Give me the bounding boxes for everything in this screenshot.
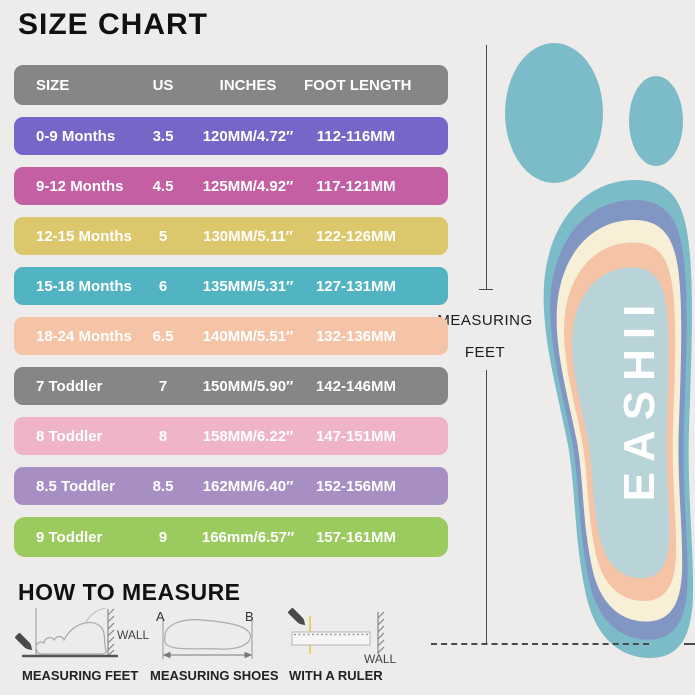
- cell-us: 9: [158, 528, 168, 546]
- cell-foot-length: 112-116MM: [316, 127, 396, 145]
- small-toe-shape: [629, 76, 683, 166]
- big-toe-shape: [505, 43, 603, 183]
- table-row: 0-9 Months 3.5 120MM/4.72″ 112-116MM: [14, 117, 448, 155]
- measuring-baseline-dashed: [431, 643, 649, 645]
- pencil-icon: [288, 608, 306, 626]
- cell-inches: 130MM/5.11″: [203, 227, 293, 245]
- table-row: 7 Toddler 7 150MM/5.90″ 142-146MM: [14, 367, 448, 405]
- how-to-measure-title: HOW TO MEASURE: [18, 579, 241, 605]
- measuring-guide-line-upper: [486, 45, 487, 289]
- wall-hatch: [377, 611, 385, 654]
- cell-size: 12-15 Months: [36, 227, 132, 245]
- cell-us: 8.5: [152, 477, 174, 495]
- caption-measuring-feet: MEASURING FEET: [22, 668, 139, 683]
- cell-foot-length: 152-156MM: [315, 477, 397, 495]
- cell-foot-length: 132-136MM: [315, 327, 397, 345]
- table-header-row: SIZE US INCHES FOOT LENGTH: [14, 65, 448, 105]
- header-size: SIZE: [36, 76, 70, 94]
- table-row: 15-18 Months 6 135MM/5.31″ 127-131MM: [14, 267, 448, 305]
- caption-with-a-ruler: WITH A RULER: [289, 668, 383, 683]
- point-b-label: B: [245, 609, 254, 624]
- brand-logo-vertical: EASHII: [615, 294, 664, 502]
- pencil-icon: [15, 633, 33, 651]
- table-row: 8 Toddler 8 158MM/6.22″ 147-151MM: [14, 417, 448, 455]
- measuring-baseline-dashed-edge: [684, 643, 695, 645]
- cell-inches: 162MM/6.40″: [202, 477, 294, 495]
- measuring-guide-tick: [479, 289, 493, 290]
- cell-foot-length: 127-131MM: [315, 277, 397, 295]
- with-a-ruler-diagram: [288, 608, 385, 654]
- cell-us: 6: [158, 277, 168, 295]
- measuring-feet-diagram: [15, 607, 118, 658]
- table-row: 8.5 Toddler 8.5 162MM/6.40″ 152-156MM: [14, 467, 448, 505]
- size-table: SIZE US INCHES FOOT LENGTH 0-9 Months 3.…: [14, 65, 448, 557]
- shoe-outline: [164, 619, 252, 650]
- cell-us: 8: [158, 427, 168, 445]
- table-row: 12-15 Months 5 130MM/5.11″ 122-126MM: [14, 217, 448, 255]
- ruler-shape: [291, 631, 371, 646]
- cell-us: 4.5: [152, 177, 174, 195]
- measuring-feet-label-line1: MEASURING: [437, 312, 533, 329]
- cell-size: 8 Toddler: [36, 427, 103, 445]
- cell-foot-length: 142-146MM: [315, 377, 397, 395]
- cell-size: 8.5 Toddler: [36, 477, 115, 495]
- cell-size: 9-12 Months: [36, 177, 124, 195]
- cell-size: 7 Toddler: [36, 377, 103, 395]
- cell-foot-length: 157-161MM: [315, 528, 397, 546]
- cell-foot-length: 122-126MM: [315, 227, 397, 245]
- table-row: 9-12 Months 4.5 125MM/4.92″ 117-121MM: [14, 167, 448, 205]
- cell-us: 5: [158, 227, 168, 245]
- measuring-feet-label-line2: FEET: [464, 344, 506, 361]
- wall-label-2: WALL: [364, 652, 397, 666]
- wall-hatch: [107, 608, 115, 657]
- header-foot-length: FOOT LENGTH: [304, 76, 412, 94]
- cell-inches: 120MM/4.72″: [202, 127, 294, 145]
- point-a-label: A: [156, 609, 165, 624]
- cell-us: 6.5: [152, 327, 174, 345]
- cell-us: 3.5: [152, 127, 174, 145]
- table-row: 18-24 Months 6.5 140MM/5.51″ 132-136MM: [14, 317, 448, 355]
- caption-measuring-shoes: MEASURING SHOES: [150, 668, 279, 683]
- cell-inches: 150MM/5.90″: [202, 377, 294, 395]
- page-title: SIZE CHART: [18, 8, 208, 41]
- measuring-guide-line-lower: [486, 370, 487, 643]
- foot-outline: [35, 621, 107, 655]
- cell-size: 0-9 Months: [36, 127, 116, 145]
- cell-inches: 140MM/5.51″: [202, 327, 294, 345]
- header-inches: INCHES: [219, 76, 277, 94]
- cell-inches: 166mm/6.57″: [201, 528, 295, 546]
- cell-size: 15-18 Months: [36, 277, 132, 295]
- cell-foot-length: 117-121MM: [316, 177, 396, 195]
- table-row: 9 Toddler 9 166mm/6.57″ 157-161MM: [14, 517, 448, 557]
- header-us: US: [152, 76, 174, 94]
- wall-label-1: WALL: [117, 628, 150, 642]
- cell-inches: 135MM/5.31″: [202, 277, 294, 295]
- cell-foot-length: 147-151MM: [315, 427, 397, 445]
- cell-inches: 125MM/4.92″: [202, 177, 294, 195]
- cell-inches: 158MM/6.22″: [202, 427, 294, 445]
- length-arrow: [162, 651, 253, 659]
- cell-size: 9 Toddler: [36, 528, 103, 546]
- measuring-shoes-diagram: [162, 618, 253, 659]
- measuring-feet-label: MEASURING FEET: [430, 312, 540, 361]
- cell-size: 18-24 Months: [36, 327, 132, 345]
- cell-us: 7: [158, 377, 168, 395]
